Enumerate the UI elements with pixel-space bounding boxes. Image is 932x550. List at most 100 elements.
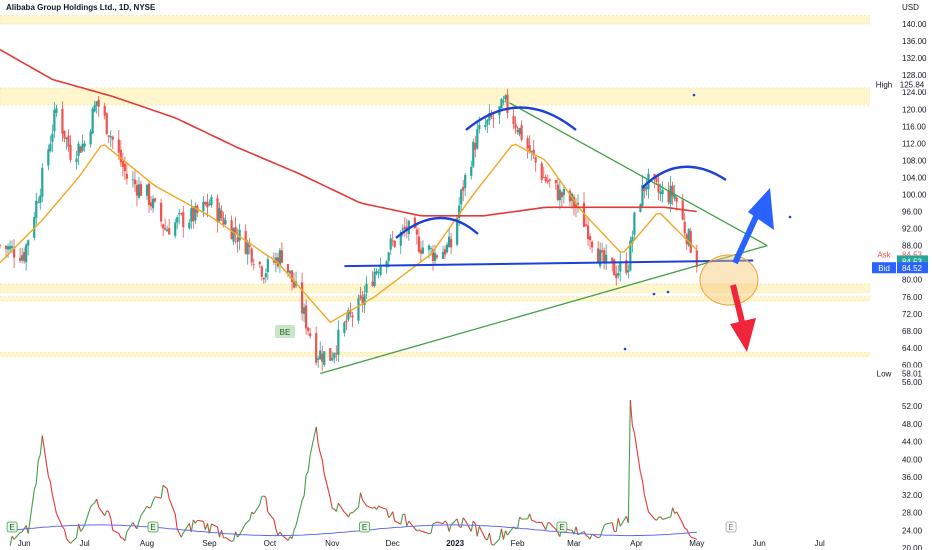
candle-body (262, 278, 265, 280)
ask-tag-value: 84.53 (902, 251, 923, 260)
ema-line (0, 143, 698, 324)
head-arc[interactable] (465, 106, 577, 131)
volume-tick-label: 20.00 (902, 544, 923, 550)
candle-body (250, 248, 253, 263)
volume-segment (202, 521, 206, 530)
candle-body (516, 129, 519, 132)
candle-body (554, 180, 557, 184)
candle-body (470, 166, 473, 176)
volume-segment (617, 518, 621, 527)
earnings-badge[interactable] (556, 521, 568, 533)
earnings-badge[interactable] (359, 521, 370, 533)
ask-tag-value-bg (897, 248, 928, 260)
volume-segment (112, 529, 120, 534)
candle-body (194, 205, 197, 221)
candle-body (67, 135, 70, 147)
high-tag-label-bg (872, 78, 896, 90)
candle-body (300, 282, 304, 314)
candle-body (75, 158, 78, 163)
candle-body (168, 228, 171, 235)
candle-body (91, 108, 94, 134)
candle-body (365, 283, 368, 293)
candle-body (526, 138, 529, 149)
candle-body (69, 144, 72, 160)
earnings-badge[interactable] (725, 521, 737, 533)
volume-segment (676, 511, 684, 524)
candle-body (105, 113, 108, 135)
volume-segment (359, 492, 364, 501)
volume-segment (380, 506, 387, 510)
volume-segment (307, 455, 311, 472)
triangle-upper-line[interactable] (509, 102, 768, 247)
candle-body (615, 273, 618, 279)
earnings-badge-label: E (150, 523, 155, 532)
candle-body (641, 185, 644, 207)
volume-segment (422, 531, 430, 535)
volume-segment (273, 519, 277, 530)
volume-segment (9, 536, 13, 546)
candle-body (574, 204, 578, 208)
month-tick-label: Apr (630, 539, 643, 548)
candle-body (117, 139, 120, 153)
volume-segment (597, 536, 601, 539)
volume-segment (442, 520, 446, 524)
candle-body (145, 184, 149, 196)
candle-body (450, 239, 453, 248)
candle-body (500, 99, 503, 109)
right-shoulder-arc[interactable] (641, 165, 727, 189)
volume-segment (533, 520, 537, 523)
candle-body (441, 252, 445, 259)
be-badge[interactable] (275, 325, 295, 338)
ask-tag-label: Ask (877, 251, 891, 260)
volume-segment (249, 511, 253, 520)
candle-body (530, 151, 533, 152)
candle-body (633, 212, 636, 235)
candle-body (139, 184, 143, 196)
volume-segment (110, 518, 114, 531)
volume-segment (37, 454, 41, 461)
candle-body (695, 250, 698, 268)
triangle-lower-line[interactable] (320, 245, 768, 375)
earnings-badge[interactable] (147, 521, 159, 533)
candle-body (77, 143, 80, 157)
left-shoulder-arc[interactable] (395, 216, 479, 239)
volume-segment (180, 532, 184, 538)
price-tick-label: 104.00 (902, 173, 927, 182)
volume-segment (136, 521, 140, 530)
candle-body (504, 95, 507, 100)
candle-body (230, 220, 233, 240)
price-tick-label: 108.00 (902, 156, 927, 165)
volume-segment (491, 543, 494, 546)
volume-segment (301, 495, 305, 501)
candle-body (236, 237, 239, 243)
volume-segment (90, 504, 94, 508)
candle-body (556, 184, 559, 201)
candle-body (315, 333, 318, 363)
candle-body (331, 357, 334, 361)
neckline[interactable] (344, 259, 754, 268)
earnings-badge-label: E (362, 523, 367, 532)
price-tick-label: 100.00 (902, 191, 927, 200)
candle-body (429, 248, 433, 249)
candle-body (23, 252, 26, 262)
volume-tick-label: 44.00 (902, 438, 923, 447)
volume-segment (178, 532, 182, 538)
volume-segment (138, 515, 142, 522)
volume-segment (63, 529, 67, 539)
volume-segment (33, 483, 37, 491)
volume-segment (70, 537, 77, 544)
candle-body (61, 108, 64, 134)
volume-segment (267, 511, 275, 520)
candle-body (345, 320, 348, 323)
candle-body (544, 176, 547, 182)
candle-body (280, 250, 284, 263)
candle-body (220, 210, 223, 219)
candle-body (401, 228, 404, 230)
earnings-badge[interactable] (6, 521, 18, 533)
candle-body (6, 246, 10, 250)
breakout-circle[interactable] (699, 254, 759, 306)
volume-segment (690, 536, 697, 540)
candle-body (603, 250, 606, 264)
volume-segment (585, 534, 589, 538)
